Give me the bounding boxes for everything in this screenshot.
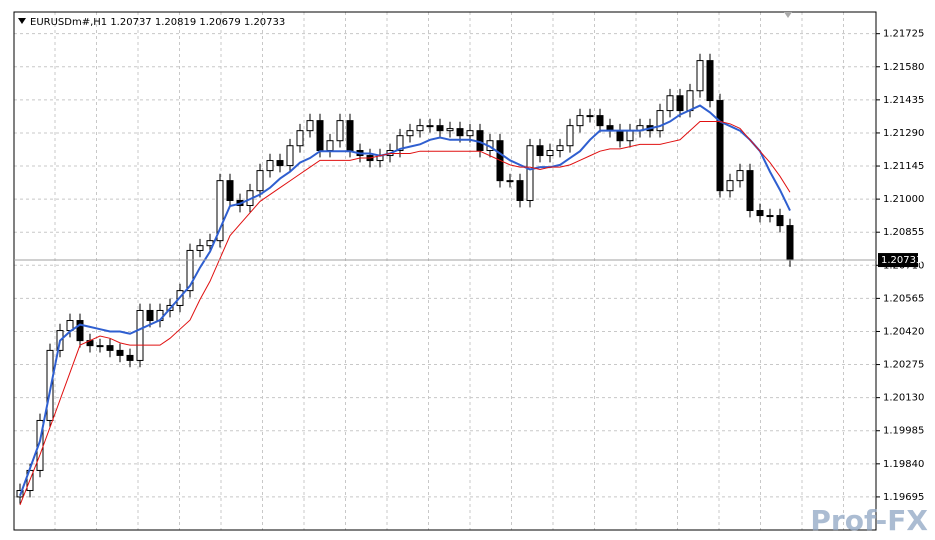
moving-average [19,121,791,506]
candle-body [406,130,414,137]
candle-body [506,180,514,183]
chart-title: EURUSDm#,H1 1.20737 1.20819 1.20679 1.20… [30,17,285,28]
candle-body [556,145,564,152]
y-tick-label: 1.20275 [883,360,924,371]
y-tick-label: 1.21145 [883,161,924,172]
candle-body [276,160,284,167]
candle-body [516,180,524,201]
candle-body [136,309,144,361]
y-tick-label: 1.19985 [883,426,924,437]
candle-body [106,345,114,351]
candle-body [536,145,544,157]
candle-body [676,95,684,112]
current-price-box [878,253,918,268]
candle-body [426,125,434,128]
y-tick-label: 1.20565 [883,293,924,304]
candle-body [306,120,314,132]
watermark: Prof-FX [810,504,928,537]
candle-body [586,115,594,118]
candle-body [756,210,764,217]
candle-body [576,115,584,127]
menu-arrow[interactable] [18,18,26,24]
candle-body [96,345,104,348]
candle-body [256,170,264,192]
y-tick-label: 1.21725 [883,29,924,40]
y-tick-label: 1.20420 [883,326,924,337]
candle-body [616,130,624,142]
candle-body [266,160,274,172]
candle-body [126,354,134,361]
candle-body [686,90,694,112]
candle-body [456,128,464,137]
y-tick-label: 1.19840 [883,459,924,470]
candle-body [706,60,714,102]
candle-body [336,120,344,142]
candle-body [226,180,234,201]
candle-body [566,125,574,147]
candle-body [746,170,754,212]
plot-border [13,11,877,531]
candle-body [296,130,304,147]
candle-body [196,245,204,251]
candle-body [626,130,634,142]
candle-body [546,150,554,157]
candle-body [186,249,194,292]
current-price-label: 1.20733 [881,255,922,266]
candle-body [776,215,784,227]
candle-body [736,170,744,182]
y-tick-label: 1.20855 [883,227,924,238]
candle-body [436,125,444,132]
candle-body [696,60,704,92]
candle-body [526,145,534,201]
shift-marker [784,12,792,18]
candle-body [346,120,354,152]
candle-body [446,128,454,132]
candle-body [466,130,474,137]
y-tick-label: 1.20130 [883,393,924,404]
y-tick-label: 1.21580 [883,62,924,73]
y-tick-label: 1.19695 [883,492,924,503]
candle-body [326,140,334,152]
candle-body [146,309,154,322]
candle-body [596,115,604,127]
candle-body [726,180,734,192]
candle-body [766,215,774,218]
candle-body [416,125,424,132]
candle-body [76,320,84,342]
candle-body [46,349,54,421]
candle-body [116,349,124,356]
candle-body [216,180,224,242]
candle-body [396,135,404,152]
candle-body [316,120,324,152]
candle-body [786,225,794,261]
candle-body [666,95,674,112]
candle-body [656,110,664,132]
candle-body [716,100,724,192]
y-tick-label: 1.21000 [883,194,924,205]
y-tick-label: 1.21290 [883,128,924,139]
y-tick-label: 1.21435 [883,95,924,106]
candle-body [286,145,294,167]
moving-average [19,104,791,497]
marks [16,53,794,506]
